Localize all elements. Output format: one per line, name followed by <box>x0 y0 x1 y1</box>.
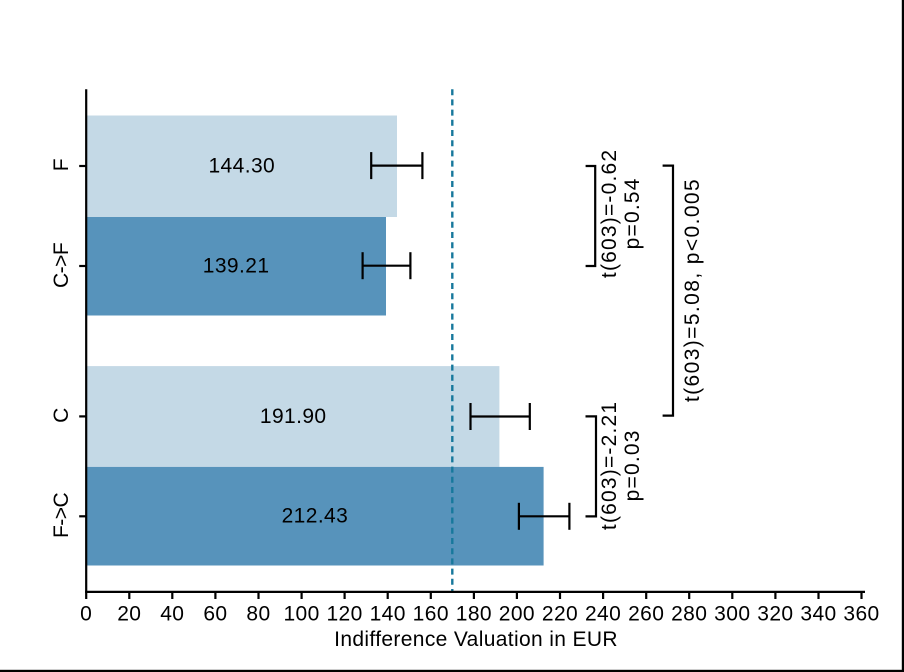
svg-text:40: 40 <box>160 602 184 625</box>
svg-text:320: 320 <box>757 602 793 625</box>
svg-text:191.90: 191.90 <box>260 405 327 428</box>
svg-text:100: 100 <box>283 602 319 625</box>
svg-text:60: 60 <box>203 602 227 625</box>
svg-text:80: 80 <box>246 602 270 625</box>
svg-text:260: 260 <box>628 602 664 625</box>
svg-text:C->F: C->F <box>50 243 73 288</box>
svg-text:220: 220 <box>542 602 578 625</box>
svg-text:0: 0 <box>80 602 92 625</box>
svg-text:p=0.54: p=0.54 <box>621 177 644 249</box>
svg-text:340: 340 <box>800 602 836 625</box>
svg-text:F->C: F->C <box>50 492 73 538</box>
svg-text:200: 200 <box>499 602 535 625</box>
svg-text:C: C <box>50 408 73 423</box>
svg-text:212.43: 212.43 <box>282 505 349 528</box>
svg-text:t(603)=-0.62: t(603)=-0.62 <box>598 149 621 278</box>
svg-text:t(603)=-2.21: t(603)=-2.21 <box>598 401 621 530</box>
svg-text:p=0.03: p=0.03 <box>621 429 644 501</box>
svg-text:139.21: 139.21 <box>203 255 270 278</box>
svg-text:F: F <box>50 159 73 171</box>
svg-text:360: 360 <box>843 602 879 625</box>
svg-text:t(603)=5.08, p<0.005: t(603)=5.08, p<0.005 <box>681 178 704 402</box>
svg-text:300: 300 <box>714 602 750 625</box>
svg-text:280: 280 <box>671 602 707 625</box>
svg-text:160: 160 <box>413 602 449 625</box>
svg-text:180: 180 <box>456 602 492 625</box>
svg-text:240: 240 <box>585 602 621 625</box>
svg-text:140: 140 <box>370 602 406 625</box>
svg-text:120: 120 <box>326 602 362 625</box>
svg-text:Indifference Valuation in EUR: Indifference Valuation in EUR <box>334 628 618 651</box>
svg-text:20: 20 <box>117 602 141 625</box>
svg-text:144.30: 144.30 <box>208 154 275 177</box>
